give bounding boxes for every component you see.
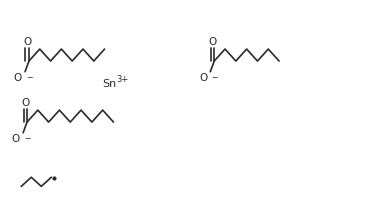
Text: −: − xyxy=(26,73,33,82)
Text: −: − xyxy=(24,134,31,143)
Text: O: O xyxy=(199,73,207,83)
Text: O: O xyxy=(208,37,217,47)
Text: −: − xyxy=(211,73,218,82)
Text: O: O xyxy=(12,134,20,144)
Text: O: O xyxy=(21,98,29,108)
Text: 3+: 3+ xyxy=(116,75,129,84)
Text: O: O xyxy=(14,73,22,83)
Text: Sn: Sn xyxy=(102,79,117,89)
Text: O: O xyxy=(23,37,31,47)
